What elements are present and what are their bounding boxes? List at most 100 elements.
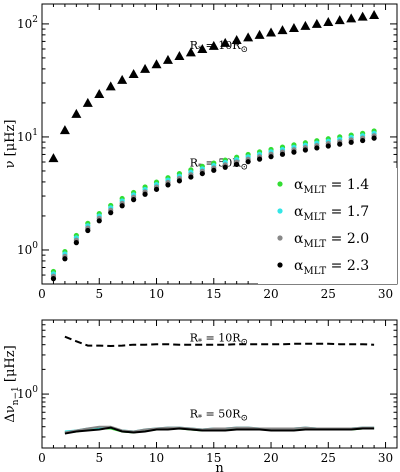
circle-point (176, 178, 183, 184)
triangle-point (151, 59, 162, 69)
series-r50-circles (50, 128, 377, 282)
triangle-point (174, 51, 185, 61)
circle-point (256, 156, 263, 162)
x-tick-label: 0 (38, 287, 46, 301)
legend-label-value: = 2.0 (326, 231, 369, 247)
triangle-point (277, 25, 288, 35)
plot-frame (41, 3, 398, 285)
circle-point (291, 149, 297, 155)
circle-point (165, 182, 171, 188)
x-tick-label: 5 (95, 451, 103, 465)
triangle-point (323, 16, 334, 26)
triangle-point (288, 22, 299, 32)
legend-label: αMLT = 2.3 (294, 258, 369, 277)
triangle-point (105, 81, 116, 91)
x-tick-label: 20 (263, 287, 278, 301)
legend-label-sub: MLT (303, 239, 326, 250)
y-axis-label-main: Δν (3, 405, 18, 422)
circle-point (302, 147, 308, 153)
y-axis-label: Δνn−1 [μHz] (3, 345, 21, 422)
triangle-point (185, 47, 196, 57)
y-tick-base: 10 (17, 17, 32, 31)
legend-label-value: = 2.3 (326, 258, 369, 274)
legend-marker (277, 208, 283, 214)
y-tick-label: 101 (17, 128, 38, 144)
legend-label-main: α (294, 177, 304, 193)
radius-annotation: R* = 50R⊙ (190, 156, 248, 172)
legend-marker (277, 262, 283, 268)
circle-point (73, 240, 79, 246)
y-axis-label-sub: n−1 (11, 386, 21, 405)
y-tick-exponent: 0 (32, 385, 38, 395)
legend-label-value: = 1.4 (326, 177, 369, 193)
x-tick-label: 5 (95, 287, 103, 301)
annotation-sun-symbol: ⊙ (240, 337, 248, 347)
circle-point (119, 203, 125, 209)
annotation-sun-symbol: ⊙ (240, 45, 248, 55)
triangle-point (369, 9, 380, 19)
circle-point (108, 210, 114, 216)
series-line (64, 426, 375, 435)
legend-label: αMLT = 2.0 (294, 231, 369, 250)
x-tick-label: 30 (378, 287, 393, 301)
y-tick-label: 100 (17, 241, 38, 257)
annotation-main: R (190, 331, 199, 344)
radius-annotation: R* = 50R⊙ (190, 407, 248, 423)
y-axis-label-main: ν [μHz] (3, 120, 18, 169)
triangle-point (254, 29, 265, 39)
triangle-point (71, 108, 82, 118)
x-tick-label: 25 (321, 287, 336, 301)
circle-point (245, 159, 251, 165)
triangle-point (334, 15, 345, 25)
legend-label-main: α (294, 204, 304, 220)
triangle-point (48, 153, 59, 163)
legend-label-sub: MLT (303, 185, 326, 196)
y-tick-label: 102 (17, 15, 38, 31)
x-tick-label: 20 (263, 451, 278, 465)
circle-point (62, 256, 68, 262)
annotation-text: = 50R (202, 407, 241, 420)
x-tick-label: 15 (206, 451, 221, 465)
y-axis-label-unit: [μHz] (3, 345, 18, 386)
y-tick-exponent: 0 (32, 241, 38, 251)
annotation-main: R (190, 39, 199, 52)
legend-marker (277, 181, 283, 187)
series-r10-triangles (48, 9, 380, 163)
triangle-point (311, 18, 322, 28)
series-line (64, 335, 375, 348)
legend-label-main: α (294, 231, 304, 247)
triangle-point (357, 11, 368, 21)
legend-label-sub: MLT (303, 266, 326, 277)
triangle-point (266, 27, 277, 37)
circle-point (142, 191, 148, 197)
triangle-point (94, 88, 105, 98)
triangle-point (59, 125, 70, 135)
circle-point (211, 167, 217, 173)
y-tick-base: 10 (17, 387, 32, 401)
radius-annotation: R* = 10R⊙ (190, 331, 248, 347)
circle-point (360, 137, 366, 144)
triangle-point (346, 13, 357, 23)
annotation-sub: * (198, 337, 202, 346)
circle-point (325, 143, 331, 149)
triangle-point (117, 74, 128, 84)
y-tick-base: 10 (17, 243, 32, 257)
x-tick-label: 10 (149, 287, 164, 301)
y-tick-base: 10 (17, 130, 32, 144)
annotation-sub: * (198, 413, 202, 422)
plot-frame (41, 319, 398, 449)
circle-point (199, 170, 205, 177)
y-tick-exponent: 1 (32, 128, 38, 138)
legend-label: αMLT = 1.7 (294, 204, 369, 223)
circle-point (279, 151, 286, 157)
legend-marker (277, 235, 283, 241)
legend-label: αMLT = 1.4 (294, 177, 369, 196)
circle-point (50, 276, 57, 282)
triangle-point (140, 63, 151, 73)
legend-label-sub: MLT (303, 212, 326, 223)
triangle-point (231, 35, 242, 45)
